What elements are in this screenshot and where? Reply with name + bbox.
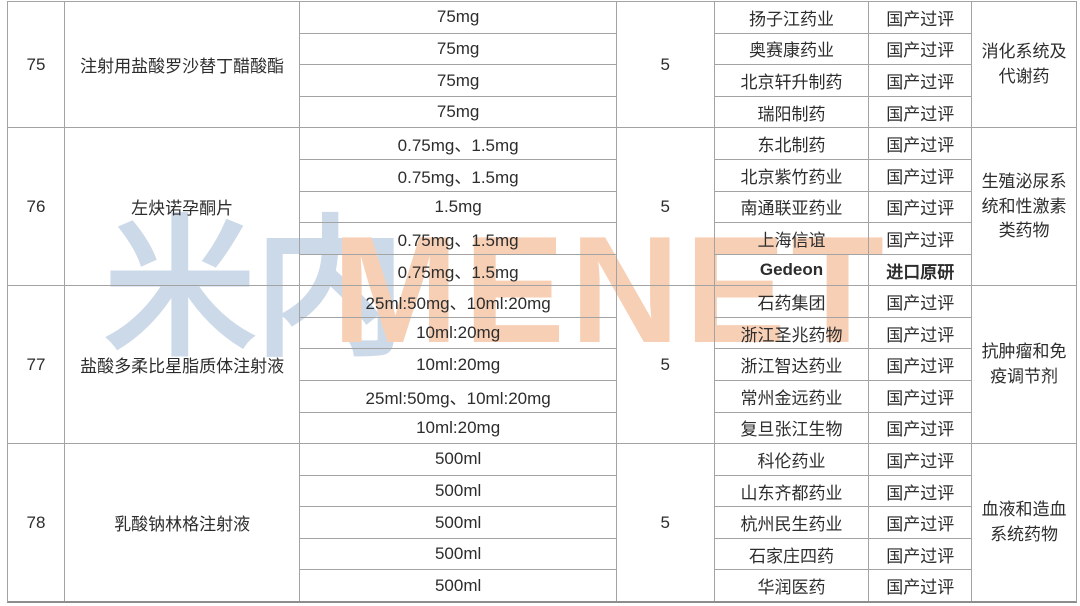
row-index-cell: 77 bbox=[8, 286, 65, 444]
company-cell: 瑞阳制药 bbox=[714, 95, 869, 128]
status-column: 国产过评 国产过评 国产过评 国产过评 国产过评 bbox=[869, 286, 973, 444]
company-column: 东北制药 北京紫竹药业 南通联亚药业 上海信谊 Gedeon bbox=[714, 128, 870, 286]
review-status-cell: 国产过评 bbox=[886, 451, 955, 471]
menet-watermark: 米内MENET bbox=[104, 214, 889, 366]
drug-name-cell: 盐酸多柔比星脂质体注射液 bbox=[65, 286, 301, 444]
table-row-group-78: 78 乳酸钠林格注射液 500ml 500ml 500ml 500ml 500m… bbox=[8, 443, 1076, 601]
review-status-cell: 国产过评 bbox=[869, 537, 972, 570]
row-index-cell: 78 bbox=[8, 444, 65, 601]
company-count-cell: 5 bbox=[617, 444, 715, 601]
spec-cell: 25ml:50mg、10ml:20mg bbox=[365, 294, 551, 314]
spec-cell: 10ml:20mg bbox=[300, 316, 616, 349]
spec-column: 25ml:50mg、10ml:20mg 10ml:20mg 10ml:20mg … bbox=[300, 286, 617, 444]
review-status-cell: 进口原研 bbox=[869, 253, 972, 286]
spec-cell: 0.75mg、1.5mg bbox=[397, 136, 519, 156]
company-cell: 浙江智达药业 bbox=[714, 348, 869, 380]
review-status-cell: 国产过评 bbox=[869, 411, 972, 444]
spec-cell: 500ml bbox=[434, 449, 482, 469]
table-row-group-75: 75 注射用盐酸罗沙替丁醋酸酯 75mg 75mg 75mg 75mg 5 扬子… bbox=[8, 2, 1076, 128]
company-column: 科伦药业 山东齐都药业 杭州民生药业 石家庄四药 华润医药 bbox=[714, 444, 870, 601]
status-column: 国产过评 国产过评 国产过评 国产过评 国产过评 bbox=[869, 444, 973, 601]
spec-cell: 1.5mg bbox=[300, 190, 616, 223]
therapeutic-category-cell: 生殖泌尿系统和性激素类药物 bbox=[981, 171, 1067, 241]
company-cell: 扬子江药业 bbox=[748, 9, 834, 29]
review-status-cell: 国产过评 bbox=[869, 506, 972, 538]
review-status-cell: 国产过评 bbox=[869, 474, 972, 507]
spec-cell: 25ml:50mg、10ml:20mg bbox=[300, 380, 616, 412]
table-row-group-76: 76 左炔诺孕酮片 0.75mg、1.5mg 0.75mg、1.5mg 1.5m… bbox=[8, 127, 1076, 286]
review-status-cell: 国产过评 bbox=[869, 64, 972, 96]
company-cell: 上海信谊 bbox=[714, 222, 869, 254]
review-status-cell: 国产过评 bbox=[886, 294, 955, 314]
company-cell: 常州金远药业 bbox=[714, 380, 869, 412]
company-cell: 石药集团 bbox=[757, 294, 826, 314]
review-status-cell: 国产过评 bbox=[886, 9, 955, 29]
spec-cell: 10ml:20mg bbox=[300, 348, 616, 380]
drug-name-cell: 注射用盐酸罗沙替丁醋酸酯 bbox=[65, 2, 301, 128]
company-cell: 华润医药 bbox=[714, 569, 869, 601]
drug-name-cell: 左炔诺孕酮片 bbox=[65, 128, 301, 286]
company-cell: 奥赛康药业 bbox=[714, 32, 869, 65]
spec-cell: 500ml bbox=[300, 537, 616, 570]
review-status-cell: 国产过评 bbox=[869, 190, 972, 223]
spec-column: 0.75mg、1.5mg 0.75mg、1.5mg 1.5mg 0.75mg、1… bbox=[300, 128, 617, 286]
spec-cell: 75mg bbox=[300, 32, 616, 65]
spec-cell: 0.75mg、1.5mg bbox=[300, 253, 616, 286]
company-column: 石药集团 浙江圣兆药物 浙江智达药业 常州金远药业 复旦张江生物 bbox=[714, 286, 870, 444]
pharma-table: 75 注射用盐酸罗沙替丁醋酸酯 75mg 75mg 75mg 75mg 5 扬子… bbox=[7, 1, 1077, 603]
company-cell: 山东齐都药业 bbox=[714, 474, 869, 507]
spec-cell: 0.75mg、1.5mg bbox=[300, 222, 616, 254]
spec-cell: 10ml:20mg bbox=[300, 411, 616, 444]
company-cell: 杭州民生药业 bbox=[714, 506, 869, 538]
company-count-cell: 5 bbox=[617, 286, 715, 444]
spec-cell: 75mg bbox=[300, 95, 616, 128]
company-column: 扬子江药业 奥赛康药业 北京轩升制药 瑞阳制药 bbox=[714, 2, 870, 128]
status-column: 国产过评 国产过评 国产过评 国产过评 进口原研 bbox=[869, 128, 973, 286]
company-cell: 复旦张江生物 bbox=[714, 411, 869, 444]
row-index-cell: 76 bbox=[8, 128, 65, 286]
company-count-cell: 5 bbox=[617, 2, 715, 128]
company-cell: 石家庄四药 bbox=[714, 537, 869, 570]
company-cell: 北京紫竹药业 bbox=[714, 159, 869, 191]
watermark-en-text: MENET bbox=[332, 205, 889, 375]
spec-cell: 75mg bbox=[436, 7, 480, 27]
review-status-cell: 国产过评 bbox=[869, 222, 972, 254]
review-status-cell: 国产过评 bbox=[869, 95, 972, 128]
drug-name-cell: 乳酸钠林格注射液 bbox=[65, 444, 301, 601]
spec-cell: 75mg bbox=[300, 64, 616, 96]
company-cell: 北京轩升制药 bbox=[714, 64, 869, 96]
review-status-cell: 国产过评 bbox=[869, 348, 972, 380]
row-index-cell: 75 bbox=[8, 2, 65, 128]
therapeutic-category-cell: 消化系统及代谢药 bbox=[981, 42, 1067, 86]
company-cell: 科伦药业 bbox=[757, 451, 826, 471]
company-cell: 东北制药 bbox=[757, 136, 826, 156]
review-status-cell: 国产过评 bbox=[869, 316, 972, 349]
review-status-cell: 国产过评 bbox=[869, 380, 972, 412]
company-cell: 南通联亚药业 bbox=[714, 190, 869, 223]
company-cell: Gedeon bbox=[714, 253, 869, 286]
therapeutic-category-cell: 抗肿瘤和免疫调节剂 bbox=[981, 342, 1067, 386]
spec-cell: 0.75mg、1.5mg bbox=[300, 159, 616, 191]
therapeutic-category-cell: 血液和造血系统药物 bbox=[981, 499, 1067, 544]
review-status-cell: 国产过评 bbox=[869, 569, 972, 601]
watermark-cn-text: 米内 bbox=[104, 205, 406, 375]
review-status-cell: 国产过评 bbox=[869, 159, 972, 191]
spec-cell: 500ml bbox=[300, 506, 616, 538]
review-status-cell: 国产过评 bbox=[886, 136, 955, 156]
company-count-cell: 5 bbox=[617, 128, 715, 286]
spec-cell: 500ml bbox=[300, 569, 616, 601]
company-cell: 浙江圣兆药物 bbox=[714, 316, 869, 349]
spec-cell: 500ml bbox=[300, 474, 616, 507]
table-row-group-77: 77 盐酸多柔比星脂质体注射液 25ml:50mg、10ml:20mg 10ml… bbox=[8, 285, 1076, 444]
review-status-cell: 国产过评 bbox=[869, 32, 972, 65]
spec-column: 75mg 75mg 75mg 75mg bbox=[300, 2, 617, 128]
spec-column: 500ml 500ml 500ml 500ml 500ml bbox=[300, 444, 617, 601]
status-column: 国产过评 国产过评 国产过评 国产过评 bbox=[869, 2, 973, 128]
